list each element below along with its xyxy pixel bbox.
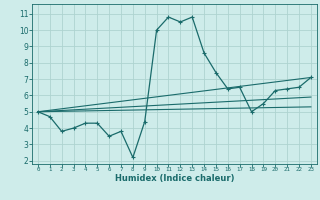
X-axis label: Humidex (Indice chaleur): Humidex (Indice chaleur): [115, 174, 234, 183]
